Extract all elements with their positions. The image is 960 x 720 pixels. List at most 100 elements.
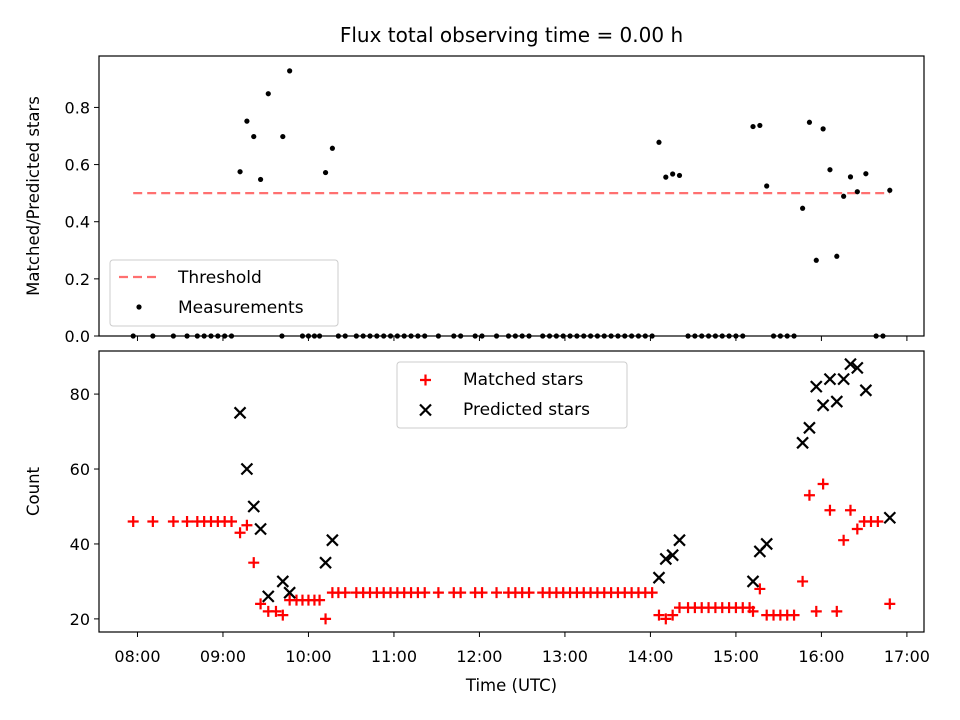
chart-title: Flux total observing time = 0.00 h <box>340 23 683 47</box>
measurement-point <box>265 91 271 97</box>
predicted-star-point <box>803 421 816 435</box>
x-tick-label: 12:00 <box>456 647 502 666</box>
predicted-star-point <box>247 500 261 513</box>
legend-top: Threshold Measurements <box>109 259 339 327</box>
measurement-point <box>322 169 329 176</box>
x-tick-label: 17:00 <box>884 647 930 666</box>
predicted-star-point <box>760 537 773 551</box>
legend-box-bottom <box>396 361 628 429</box>
x-axis-label: Time (UTC) <box>465 676 557 695</box>
matched-star-point <box>872 515 884 527</box>
predicted-star-point <box>851 361 864 375</box>
legend-matched-label: Matched stars <box>463 370 583 390</box>
x-tick-label: 09:00 <box>200 647 246 666</box>
measurement-point <box>676 172 683 179</box>
legend-bottom: Matched stars Predicted stars <box>396 361 628 429</box>
matched-star-point <box>824 504 836 516</box>
y-tick-label-bottom: 60 <box>70 460 90 479</box>
predicted-star-point <box>844 357 857 371</box>
measurement-point <box>806 119 813 125</box>
bottom-axes-frame <box>98 350 925 633</box>
measurement-point <box>887 187 893 193</box>
matched-star-point <box>339 587 351 599</box>
matched-star-point <box>476 587 488 599</box>
matched-star-point <box>167 515 179 527</box>
measurement-point <box>287 68 293 74</box>
y-tick-label-top: 0.0 <box>65 327 90 346</box>
x-tick-label: 10:00 <box>285 647 331 666</box>
y-tick-label-top: 0.4 <box>65 213 90 232</box>
measurement-point <box>854 189 860 195</box>
matched-star-point <box>314 594 326 606</box>
y-tick-label-top: 0.6 <box>65 156 90 175</box>
matched-star-point <box>646 587 658 599</box>
matched-star-point <box>831 605 843 617</box>
bottom-panel <box>94 357 908 637</box>
measurement-point <box>663 174 669 180</box>
matched-star-point <box>884 598 896 610</box>
matched-star-point <box>844 504 856 516</box>
predicted-star-point <box>283 586 296 599</box>
measurement-point <box>656 139 662 145</box>
measurement-point <box>827 167 833 173</box>
y-tick-label-bottom: 40 <box>70 535 90 554</box>
measurement-point <box>800 205 806 211</box>
matched-star-point <box>747 605 759 617</box>
matched-star-point <box>491 587 503 599</box>
predicted-star-point <box>319 556 332 569</box>
predicted-star-point <box>240 462 254 476</box>
y-axis-label-bottom: Count <box>24 466 43 516</box>
matched-star-point <box>255 598 267 610</box>
matched-star-point <box>660 613 672 625</box>
measurement-point <box>847 174 854 180</box>
x-tick-label: 08:00 <box>114 647 160 666</box>
predicted-star-point <box>673 533 686 547</box>
matched-star-point <box>523 587 535 599</box>
matched-star-point <box>270 605 282 617</box>
predicted-star-point <box>837 372 850 386</box>
y-tick-label-bottom: 20 <box>70 610 90 629</box>
predicted-star-point <box>233 406 247 420</box>
matched-star-point <box>127 515 139 527</box>
matched-star-point <box>147 515 159 527</box>
legend-matched-swatch <box>420 374 431 386</box>
y-axis-label-top: Matched/Predicted stars <box>24 96 43 296</box>
x-tick-label: 14:00 <box>627 647 673 666</box>
matched-star-point <box>226 515 238 527</box>
matched-star-point <box>838 534 850 546</box>
matched-star-point <box>803 489 815 501</box>
legend-threshold-label: Threshold <box>177 268 262 288</box>
legend-measurement-swatch <box>136 304 142 310</box>
legend-predicted-label: Predicted stars <box>463 400 590 420</box>
top-axes-frame <box>98 55 925 337</box>
predicted-star-point <box>883 511 897 525</box>
x-tick-label: 13:00 <box>542 647 588 666</box>
measurement-point <box>834 253 840 259</box>
x-tick-label: 15:00 <box>713 647 759 666</box>
matched-star-point <box>797 575 809 587</box>
predicted-star-point <box>659 552 673 566</box>
predicted-star-point <box>652 571 666 584</box>
measurement-point <box>244 118 250 124</box>
matched-star-point <box>810 605 822 617</box>
matched-star-point <box>851 523 863 535</box>
matched-star-point <box>667 609 679 621</box>
predicted-star-point <box>810 380 823 393</box>
matched-star-point <box>455 587 467 599</box>
matched-star-point <box>277 609 289 621</box>
predicted-star-point <box>816 399 830 412</box>
matched-star-point <box>788 609 800 621</box>
y-tick-label-top: 0.2 <box>65 270 90 289</box>
matched-star-point <box>248 557 260 569</box>
measurement-point <box>237 169 243 175</box>
measurement-point <box>841 193 847 199</box>
matched-star-point <box>432 587 444 599</box>
matched-star-point <box>234 527 246 539</box>
measurement-point <box>280 133 286 140</box>
predicted-star-point <box>823 372 837 386</box>
legend-predicted-swatch <box>419 403 432 417</box>
matched-star-point <box>181 515 193 527</box>
measurement-point <box>764 183 770 189</box>
predicted-star-point <box>666 548 679 562</box>
predicted-star-point <box>276 575 290 588</box>
